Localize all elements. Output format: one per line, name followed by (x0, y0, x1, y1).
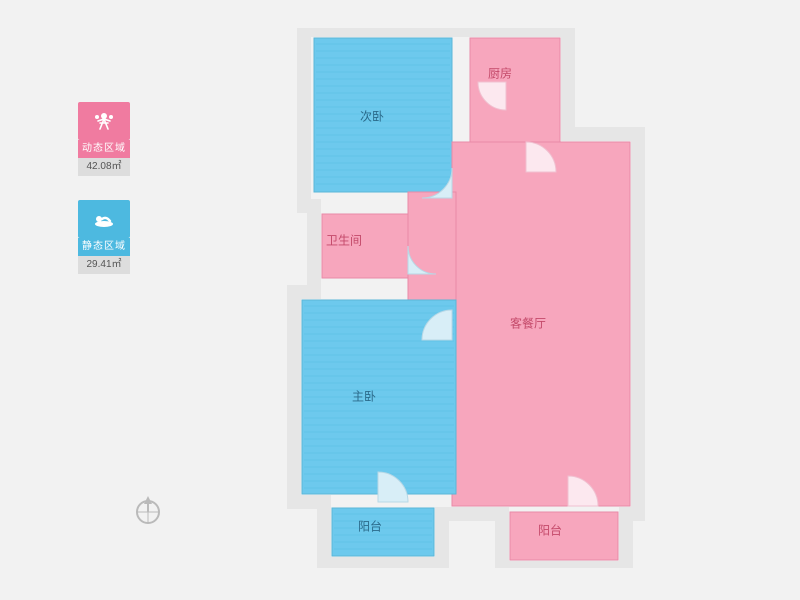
legend-dynamic: 动态区域 42.08㎡ (78, 102, 138, 176)
people-icon (92, 111, 116, 131)
legend-dynamic-value: 42.08㎡ (78, 158, 130, 176)
legend-dynamic-title: 动态区域 (78, 140, 130, 158)
legend-panel: 动态区域 42.08㎡ 静态区域 29.41㎡ (78, 102, 138, 298)
room-label-secondary_bedroom: 次卧 (360, 108, 384, 125)
room-label-living: 客餐厅 (510, 315, 546, 332)
legend-static-title: 静态区域 (78, 238, 130, 256)
room-label-bathroom: 卫生间 (326, 232, 362, 249)
room-label-balcony_right: 阳台 (538, 522, 562, 539)
floorplan-svg (282, 28, 652, 568)
sleep-icon (92, 209, 116, 229)
room-balcony_right (510, 512, 618, 560)
room-hallway (408, 192, 456, 302)
room-label-balcony_left: 阳台 (358, 518, 382, 535)
compass-icon (130, 492, 166, 528)
legend-static-swatch (78, 200, 130, 238)
floorplan: 次卧 厨房卫生间客餐厅主卧阳台 阳台 (282, 28, 652, 568)
legend-static-value: 29.41㎡ (78, 256, 130, 274)
legend-dynamic-swatch (78, 102, 130, 140)
room-label-kitchen: 厨房 (488, 65, 512, 82)
room-label-master_bedroom: 主卧 (352, 388, 376, 405)
legend-static: 静态区域 29.41㎡ (78, 200, 138, 274)
